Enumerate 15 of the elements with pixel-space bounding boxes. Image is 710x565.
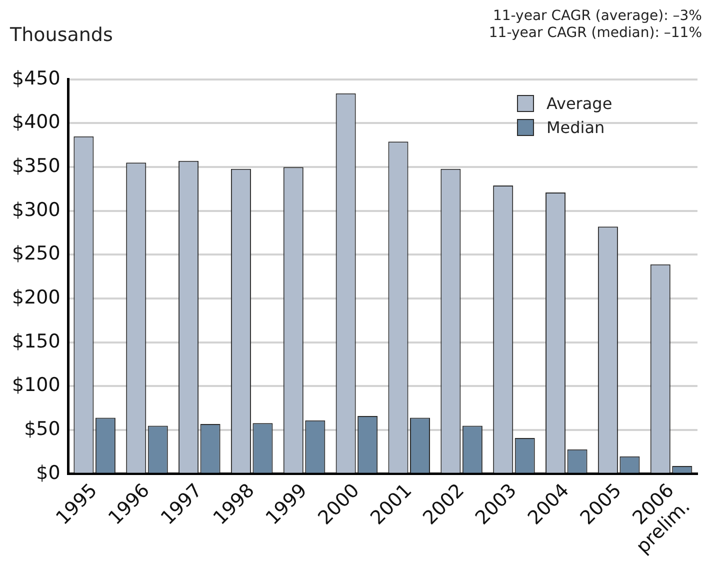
y-tick-label: $250: [12, 242, 60, 265]
legend-label: Median: [546, 118, 605, 137]
y-axis-title: Thousands: [10, 24, 113, 46]
y-tick-label: $400: [12, 111, 60, 134]
y-tick-label: $100: [12, 374, 60, 396]
legend-label: Average: [546, 94, 612, 113]
y-tick-label: $50: [24, 418, 60, 440]
text: 11-year CAGR (median): –11%: [488, 25, 702, 42]
y-tick-label: $0: [36, 462, 60, 484]
y-tick-label: $450: [12, 67, 60, 90]
y-tick-label: $200: [12, 286, 60, 309]
y-tick-label: $150: [12, 330, 60, 352]
text: 11-year CAGR (average): –3%: [492, 8, 702, 25]
y-tick-label: $300: [12, 198, 60, 221]
y-tick-label: $350: [12, 155, 60, 178]
